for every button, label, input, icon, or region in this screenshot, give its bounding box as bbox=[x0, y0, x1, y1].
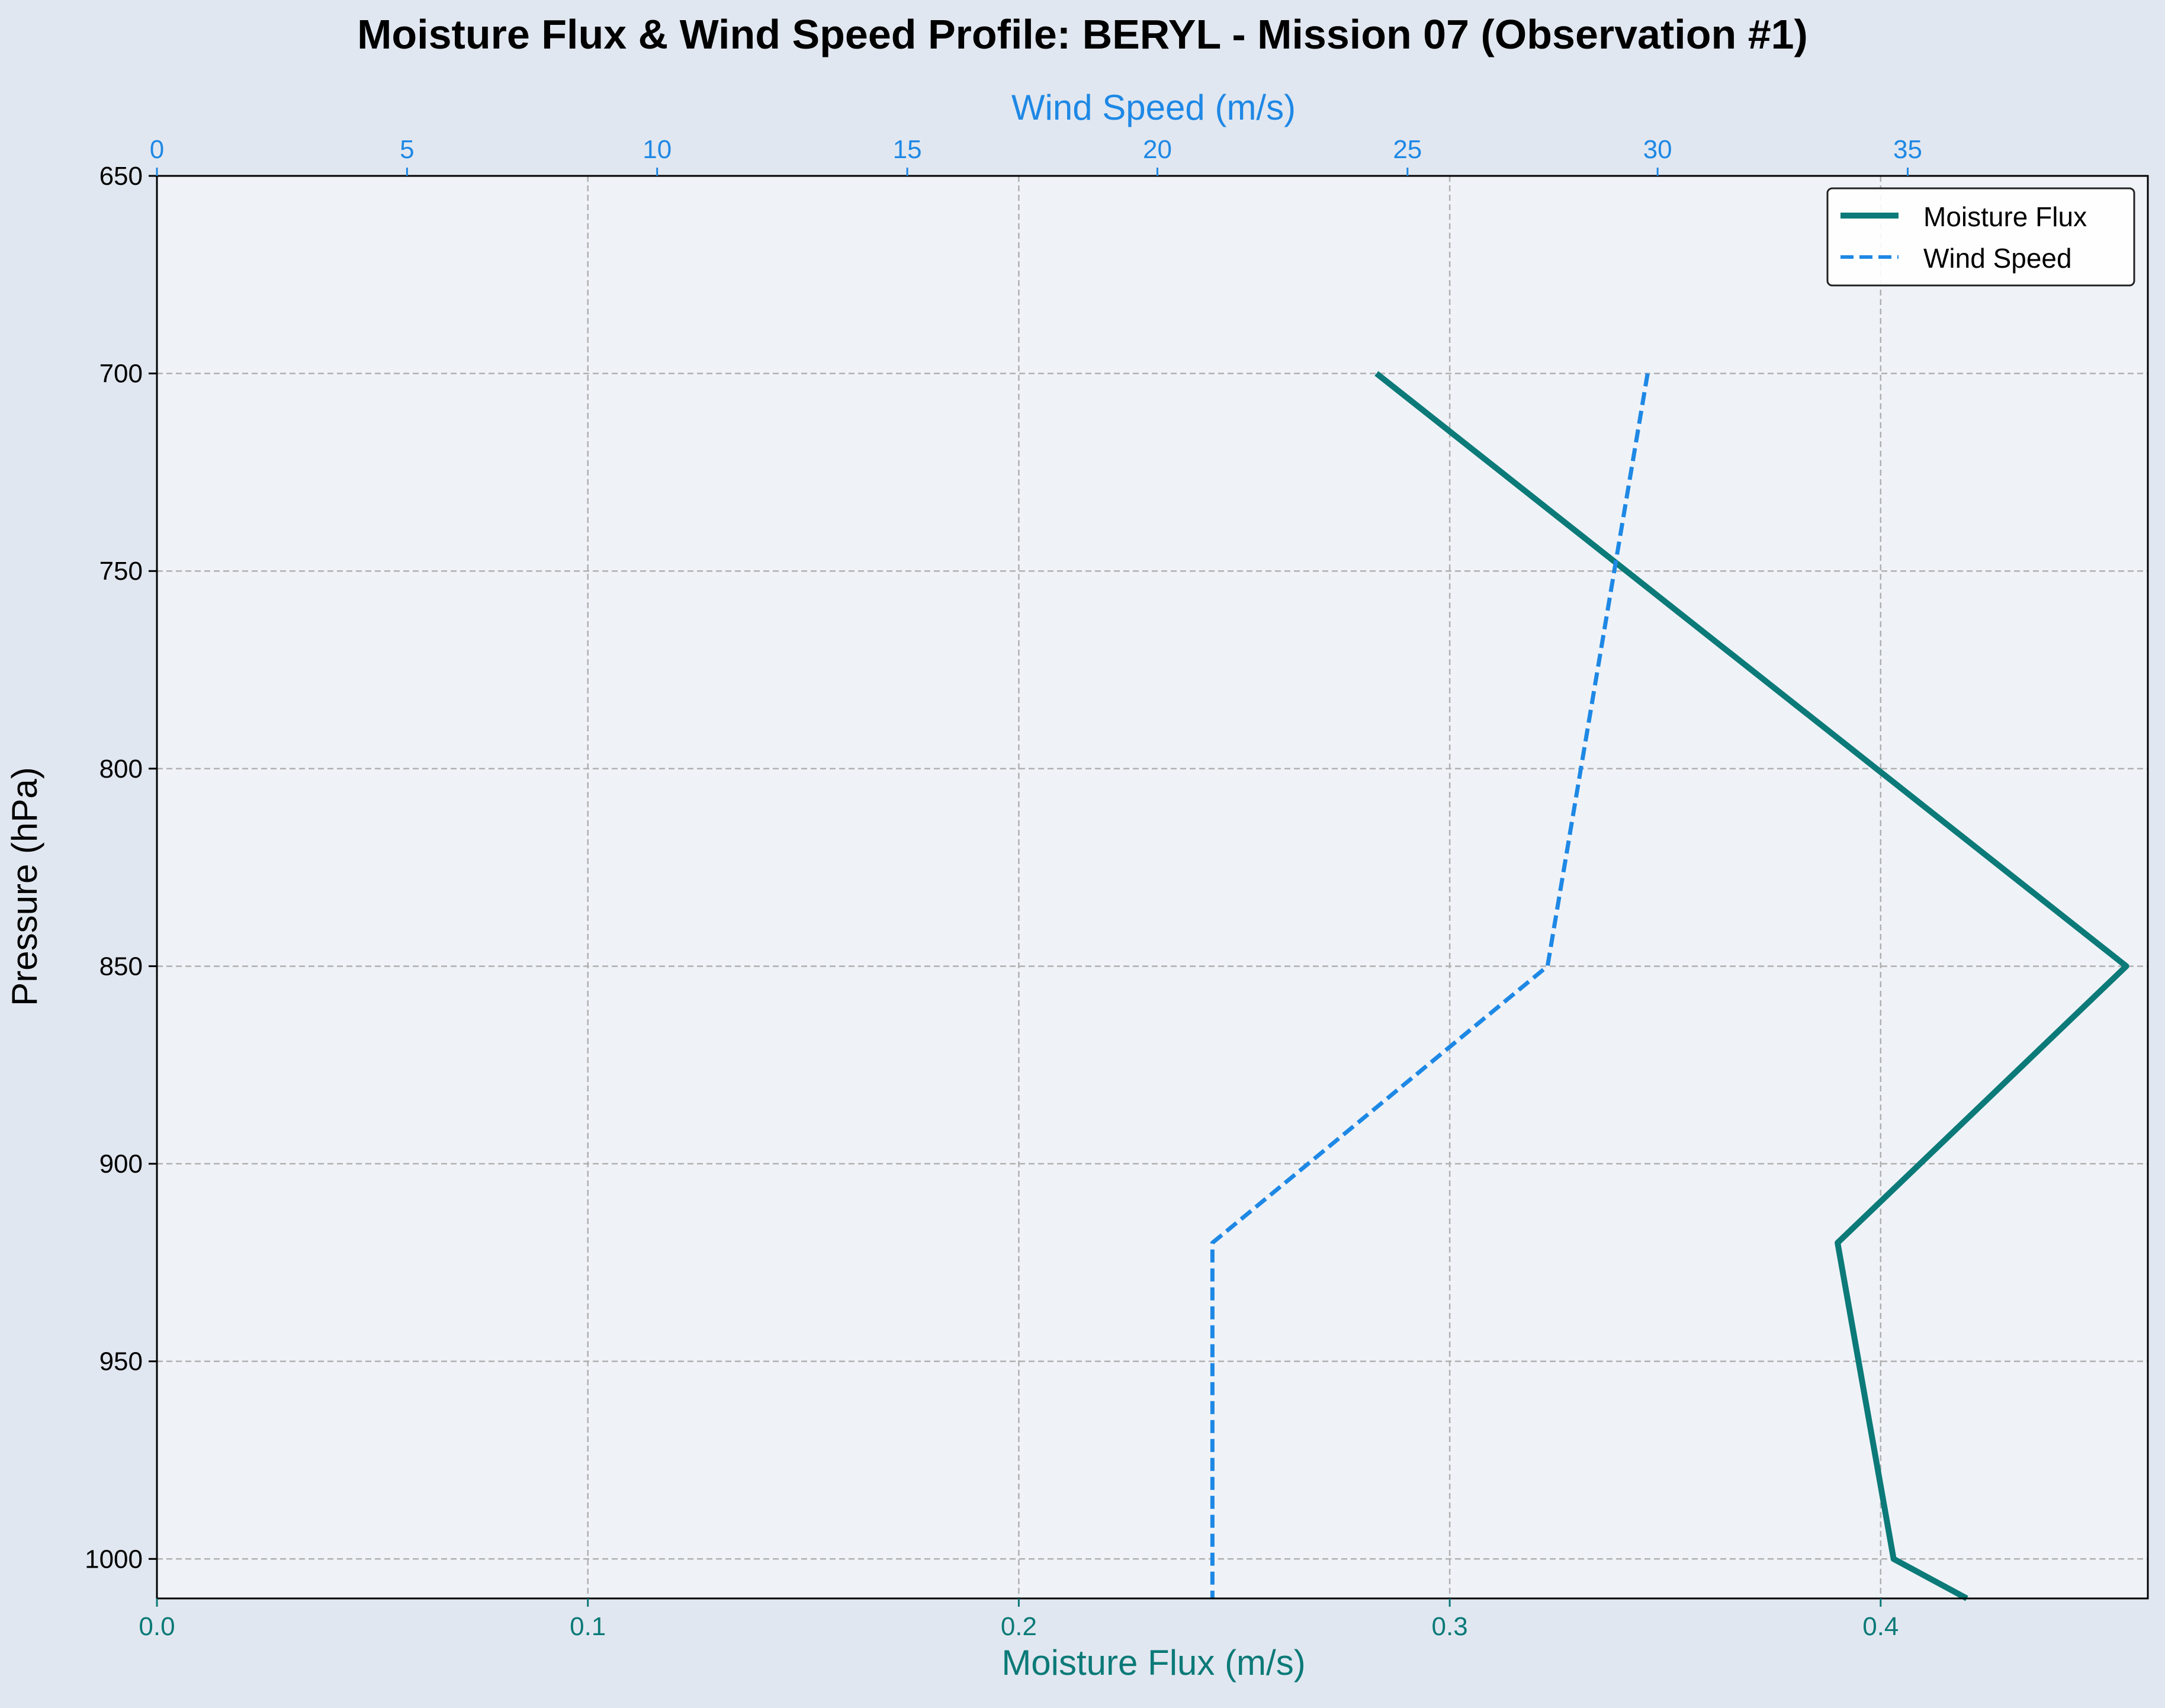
legend-label-moisture-flux: Moisture Flux bbox=[1923, 201, 2087, 232]
y-tick-label: 750 bbox=[99, 557, 143, 586]
y-tick-label: 800 bbox=[99, 755, 143, 784]
legend-box bbox=[1826, 187, 2135, 287]
y-tick-label: 700 bbox=[99, 359, 143, 389]
plot-frame bbox=[156, 175, 2149, 1600]
x-bottom-tick-label: 0.3 bbox=[1432, 1612, 1468, 1641]
x-top-tick-label: 15 bbox=[893, 135, 922, 164]
y-tick-label: 650 bbox=[99, 162, 143, 191]
top-axis-title: Wind Speed (m/s) bbox=[1011, 88, 1296, 127]
series-layer bbox=[1210, 371, 2129, 1601]
y-tick-label: 950 bbox=[99, 1347, 143, 1376]
grid-layer bbox=[157, 176, 2148, 1598]
series-line-wind-speed bbox=[1210, 373, 1650, 1598]
axis-layer: 650 700 750 800 850 900 950 1000 0.0 0.1 0.2 0.3 0.4… bbox=[85, 135, 1922, 1641]
x-top-tick-label: 0 bbox=[150, 135, 164, 164]
y-tick-label: 850 bbox=[99, 952, 143, 981]
x-top-tick-label: 25 bbox=[1393, 135, 1422, 164]
bottom-axis-title: Moisture Flux (m/s) bbox=[1001, 1643, 1305, 1683]
legend: Moisture Flux Wind Speed bbox=[1826, 187, 2135, 287]
x-top-tick-label: 5 bbox=[400, 135, 414, 164]
x-top-tick-label: 10 bbox=[643, 135, 672, 164]
legend-label-wind-speed: Wind Speed bbox=[1923, 243, 2072, 274]
chart-title: Moisture Flux & Wind Speed Profile: BERY… bbox=[357, 11, 1808, 57]
y-tick-label: 900 bbox=[99, 1150, 143, 1179]
y-tick-label: 1000 bbox=[85, 1545, 143, 1574]
x-top-tick-label: 20 bbox=[1143, 135, 1172, 164]
x-top-tick-label: 30 bbox=[1643, 135, 1672, 164]
x-bottom-tick-label: 0.2 bbox=[1001, 1612, 1037, 1641]
x-bottom-tick-label: 0.4 bbox=[1862, 1612, 1899, 1641]
x-bottom-tick-label: 0.0 bbox=[139, 1612, 175, 1641]
y-axis-title: Pressure (hPa) bbox=[5, 767, 44, 1006]
series-line-moisture-flux bbox=[1374, 371, 2129, 1601]
plot-area bbox=[157, 176, 2148, 1598]
x-top-tick-label: 35 bbox=[1893, 135, 1922, 164]
x-bottom-tick-label: 0.1 bbox=[570, 1612, 606, 1641]
